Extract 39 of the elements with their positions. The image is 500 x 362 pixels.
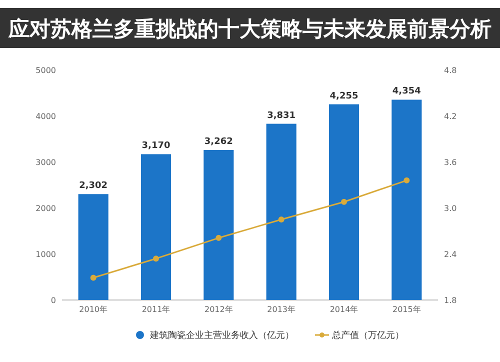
data-label: 4,354 (392, 86, 421, 97)
y2-tick-label: 3.6 (444, 158, 457, 167)
x-tick-label: 2014年 (330, 305, 358, 314)
bar (392, 100, 422, 300)
x-tick-label: 2013年 (267, 305, 296, 314)
point (278, 216, 284, 222)
point (216, 234, 222, 241)
y2-tick-label: 1.8 (444, 296, 457, 305)
y-tick-label: 3000 (36, 158, 56, 167)
y2-tick-label: 2.4 (444, 250, 457, 259)
chart-title: 应对苏格兰多重挑战的十大策略与未来发展前景分析 (8, 17, 492, 41)
point (341, 198, 347, 205)
data-label: 4,255 (330, 91, 358, 102)
x-tick-label: 2011年 (142, 305, 170, 314)
y-tick-label: 2000 (36, 204, 56, 213)
point (153, 256, 159, 262)
legend-label: 建筑陶瓷企业主营业务收入（亿元） (149, 330, 294, 341)
y-tick-label: 1000 (36, 250, 56, 259)
point (90, 274, 96, 281)
bar (140, 154, 172, 300)
bar (204, 150, 234, 300)
y-tick-label: 4000 (36, 112, 56, 121)
data-label: 3,262 (204, 136, 233, 147)
y2-tick-label: 4.2 (444, 112, 457, 121)
data-label: 3,831 (267, 110, 296, 121)
data-label: 2,302 (79, 181, 108, 192)
x-tick-label: 2015年 (392, 305, 421, 314)
data-label: 3,170 (142, 141, 170, 152)
legend-label: 总产值（万亿元） (331, 330, 404, 341)
y-tick-label: 5000 (36, 66, 56, 75)
y-tick-label: 0 (50, 296, 56, 305)
y2-tick-label: 3.0 (444, 204, 457, 213)
x-tick-label: 2010年 (79, 305, 108, 314)
x-tick-label: 2012年 (204, 305, 233, 314)
bar (266, 124, 296, 300)
bar (328, 104, 360, 300)
bar (78, 194, 108, 300)
y2-tick-label: 4.8 (444, 66, 457, 75)
point (404, 177, 410, 184)
